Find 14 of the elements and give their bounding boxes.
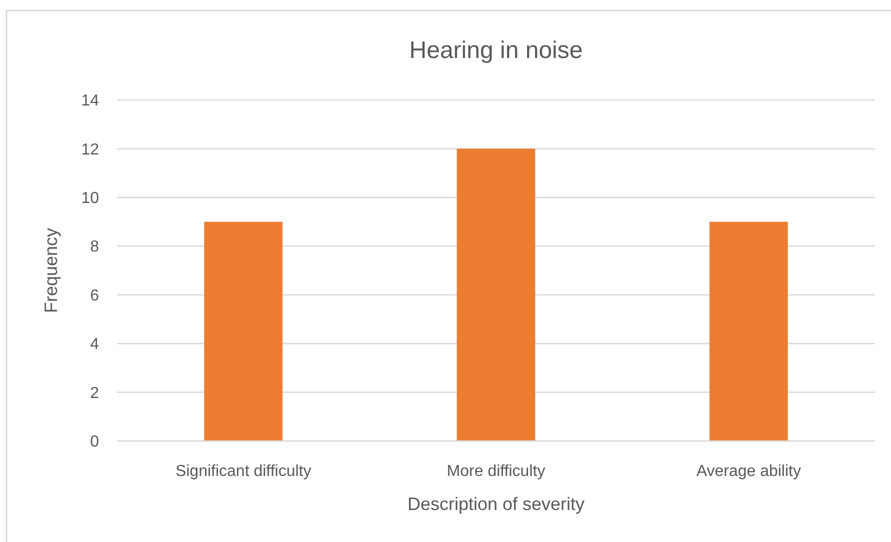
y-tick-label: 2 — [90, 384, 100, 402]
x-axis-title: Description of severity — [407, 494, 585, 514]
x-tick-label: Average ability — [696, 463, 801, 480]
y-tick-label: 6 — [90, 287, 100, 304]
y-tick-label: 14 — [81, 92, 100, 110]
chart-title: Hearing in noise — [409, 37, 583, 64]
y-tick-label: 0 — [90, 434, 100, 451]
y-tick-label: 8 — [90, 238, 100, 256]
x-tick-label: More difficulty — [446, 463, 546, 480]
y-axis-title: Frequency — [41, 228, 61, 314]
y-tick-label: 10 — [81, 190, 100, 208]
y-tick-label: 4 — [90, 336, 100, 354]
x-tick-label: Significant difficulty — [175, 463, 312, 480]
y-tick-label: 12 — [81, 141, 100, 158]
